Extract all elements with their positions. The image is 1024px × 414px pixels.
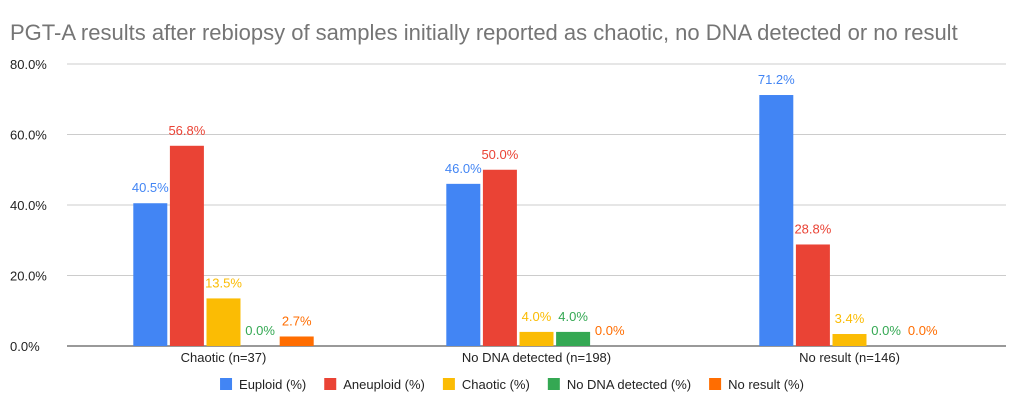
- legend-item[interactable]: Euploid (%): [220, 377, 306, 392]
- legend-swatch: [220, 378, 233, 390]
- data-label: 4.0%: [558, 309, 588, 324]
- bar[interactable]: [482, 169, 517, 346]
- data-label: 50.0%: [481, 147, 518, 162]
- legend-label: Euploid (%): [239, 377, 306, 392]
- x-tick-label: No DNA detected (n=198): [462, 350, 611, 365]
- legend-item[interactable]: Chaotic (%): [442, 377, 530, 392]
- y-tick-label: 20.0%: [10, 269, 47, 284]
- legend-label: Aneuploid (%): [343, 377, 425, 392]
- data-label: 71.2%: [758, 72, 795, 87]
- bar[interactable]: [519, 331, 554, 346]
- legend-swatch: [709, 378, 722, 390]
- y-tick-label: 60.0%: [10, 128, 47, 143]
- bar[interactable]: [795, 244, 830, 346]
- y-tick-label: 0.0%: [10, 339, 40, 354]
- legend-label: Chaotic (%): [462, 377, 530, 392]
- legend-swatch: [547, 378, 560, 390]
- x-tick-label: Chaotic (n=37): [181, 350, 267, 365]
- data-label: 0.0%: [908, 323, 938, 338]
- data-label: 0.0%: [871, 323, 901, 338]
- bar[interactable]: [206, 298, 241, 346]
- legend-swatch: [442, 378, 455, 390]
- y-tick-label: 80.0%: [10, 57, 47, 72]
- bar[interactable]: [832, 334, 867, 346]
- bars: [133, 95, 867, 347]
- bar[interactable]: [556, 331, 591, 346]
- data-label: 0.0%: [245, 323, 275, 338]
- legend[interactable]: Euploid (%) Aneuploid (%) Chaotic (%) No DN…: [220, 377, 804, 392]
- bar[interactable]: [279, 336, 314, 346]
- legend-label: No result (%): [728, 377, 804, 392]
- bar[interactable]: [133, 203, 168, 346]
- data-labels: 40.5% 56.8% 13.5% 0.0% 2.7% 46.0%50.0% 4.0% 4.0…: [132, 72, 938, 338]
- legend-item[interactable]: Aneuploid (%): [324, 377, 425, 392]
- data-label: 13.5%: [205, 275, 242, 290]
- data-label: 56.8%: [168, 123, 205, 138]
- data-label: 4.0%: [522, 309, 552, 324]
- legend-item[interactable]: No result (%): [709, 377, 804, 392]
- data-label: 46.0%: [445, 161, 482, 176]
- bar[interactable]: [169, 145, 204, 346]
- legend-item[interactable]: No DNA detected (%): [547, 377, 691, 392]
- data-label: 2.7%: [282, 313, 312, 328]
- x-axis-ticks: Chaotic (n=37) No DNA detected (n=198) No …: [181, 350, 900, 365]
- y-axis-ticks: 0.0% 20.0% 40.0% 60.0% 80.0%: [10, 57, 47, 354]
- data-label: 28.8%: [794, 221, 831, 236]
- data-label: 0.0%: [595, 323, 625, 338]
- bar[interactable]: [759, 95, 794, 347]
- legend-label: No DNA detected (%): [567, 377, 691, 392]
- bar[interactable]: [446, 183, 481, 346]
- x-tick-label: No result (n=146): [799, 350, 900, 365]
- legend-swatch: [324, 378, 337, 390]
- y-tick-label: 40.0%: [10, 198, 47, 213]
- chart-title: PGT-A results after rebiopsy of samples …: [10, 20, 958, 45]
- data-label: 40.5%: [132, 180, 169, 195]
- data-label: 3.4%: [835, 311, 865, 326]
